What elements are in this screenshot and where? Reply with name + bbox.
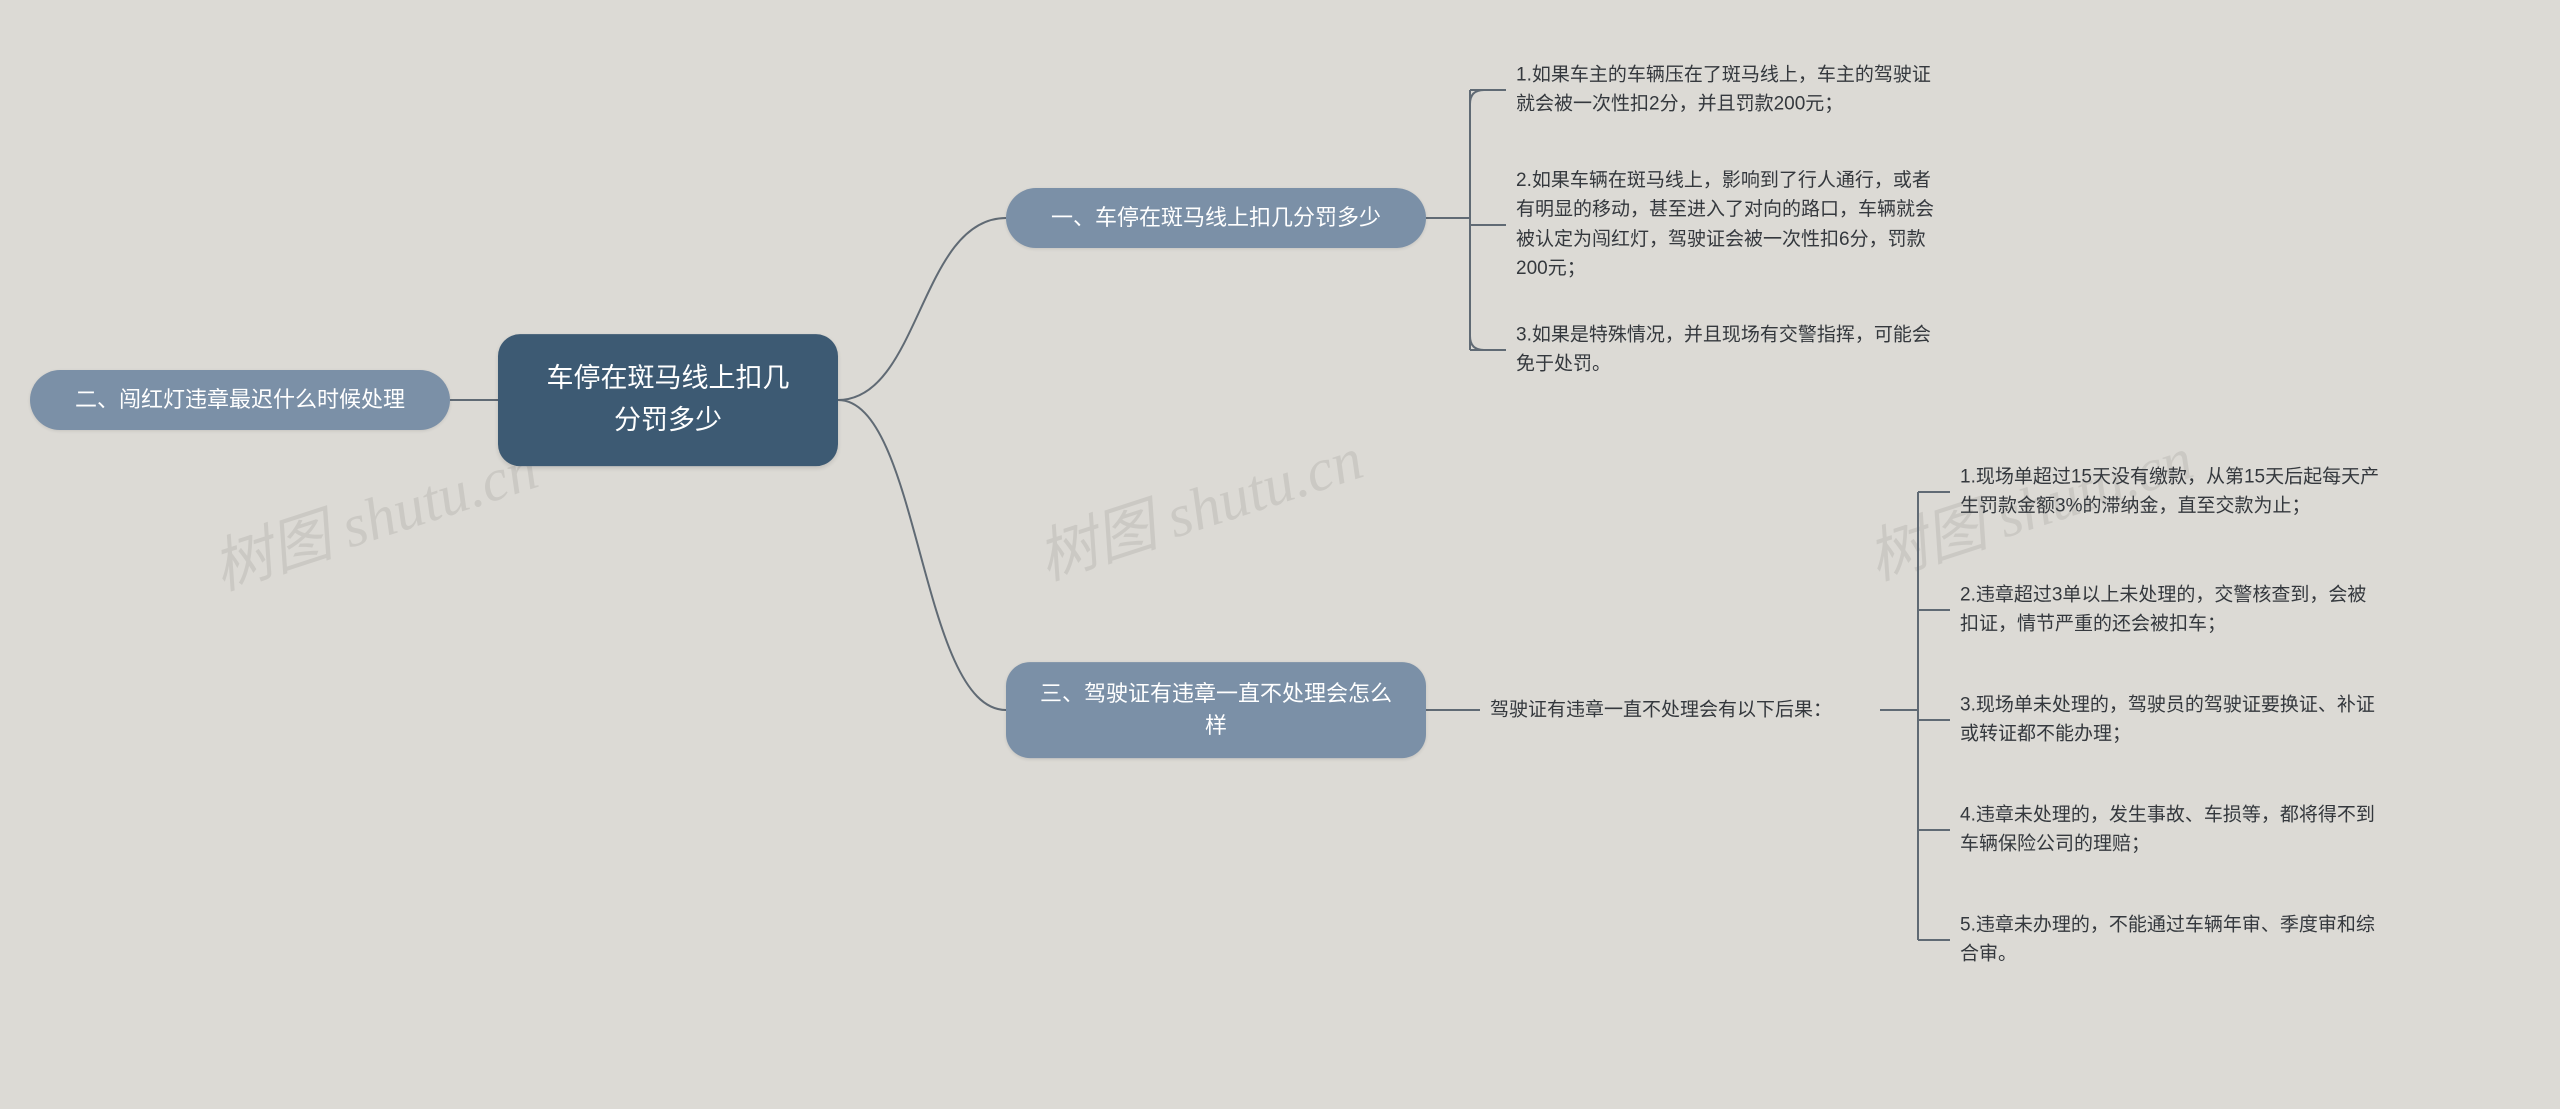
- leaf-3-4: 4.违章未处理的，发生事故、车损等，都将得不到车辆保险公司的理赔；: [1960, 801, 2380, 860]
- leaf-1-2: 2.如果车辆在斑马线上，影响到了行人通行，或者有明显的移动，甚至进入了对向的路口…: [1516, 166, 1936, 284]
- branch-3-mid: 驾驶证有违章一直不处理会有以下后果：: [1490, 695, 1890, 724]
- branch-left[interactable]: 二、闯红灯违章最迟什么时候处理: [30, 370, 450, 430]
- branch-1-text: 一、车停在斑马线上扣几分罚多少: [1051, 205, 1381, 230]
- root-node[interactable]: 车停在斑马线上扣几分罚多少: [498, 334, 838, 466]
- leaf-3-1: 1.现场单超过15天没有缴款，从第15天后起每天产生罚款金额3%的滞纳金，直至交…: [1960, 463, 2380, 522]
- watermark-2: 树图 shutu.cn: [1025, 410, 1372, 597]
- branch-3-text: 三、驾驶证有违章一直不处理会怎么样: [1040, 681, 1392, 738]
- leaf-1-1: 1.如果车主的车辆压在了斑马线上，车主的驾驶证就会被一次性扣2分，并且罚款200…: [1516, 61, 1936, 120]
- branch-left-text: 二、闯红灯违章最迟什么时候处理: [75, 387, 405, 412]
- branch-1[interactable]: 一、车停在斑马线上扣几分罚多少: [1006, 188, 1426, 248]
- leaf-3-3: 3.现场单未处理的，驾驶员的驾驶证要换证、补证或转证都不能办理；: [1960, 691, 2380, 750]
- leaf-3-2: 2.违章超过3单以上未处理的，交警核查到，会被扣证，情节严重的还会被扣车；: [1960, 581, 2380, 640]
- branch-3[interactable]: 三、驾驶证有违章一直不处理会怎么样: [1006, 662, 1426, 758]
- leaf-1-3: 3.如果是特殊情况，并且现场有交警指挥，可能会免于处罚。: [1516, 321, 1936, 380]
- leaf-3-5: 5.违章未办理的，不能通过车辆年审、季度审和综合审。: [1960, 911, 2380, 970]
- footer-bar: [0, 1075, 2560, 1109]
- root-text: 车停在斑马线上扣几分罚多少: [547, 363, 790, 435]
- watermark-1: 树图 shutu.cn: [200, 420, 547, 607]
- mindmap-canvas: 树图 shutu.cn 树图 shutu.cn 树图 shutu.cn: [0, 0, 2560, 1109]
